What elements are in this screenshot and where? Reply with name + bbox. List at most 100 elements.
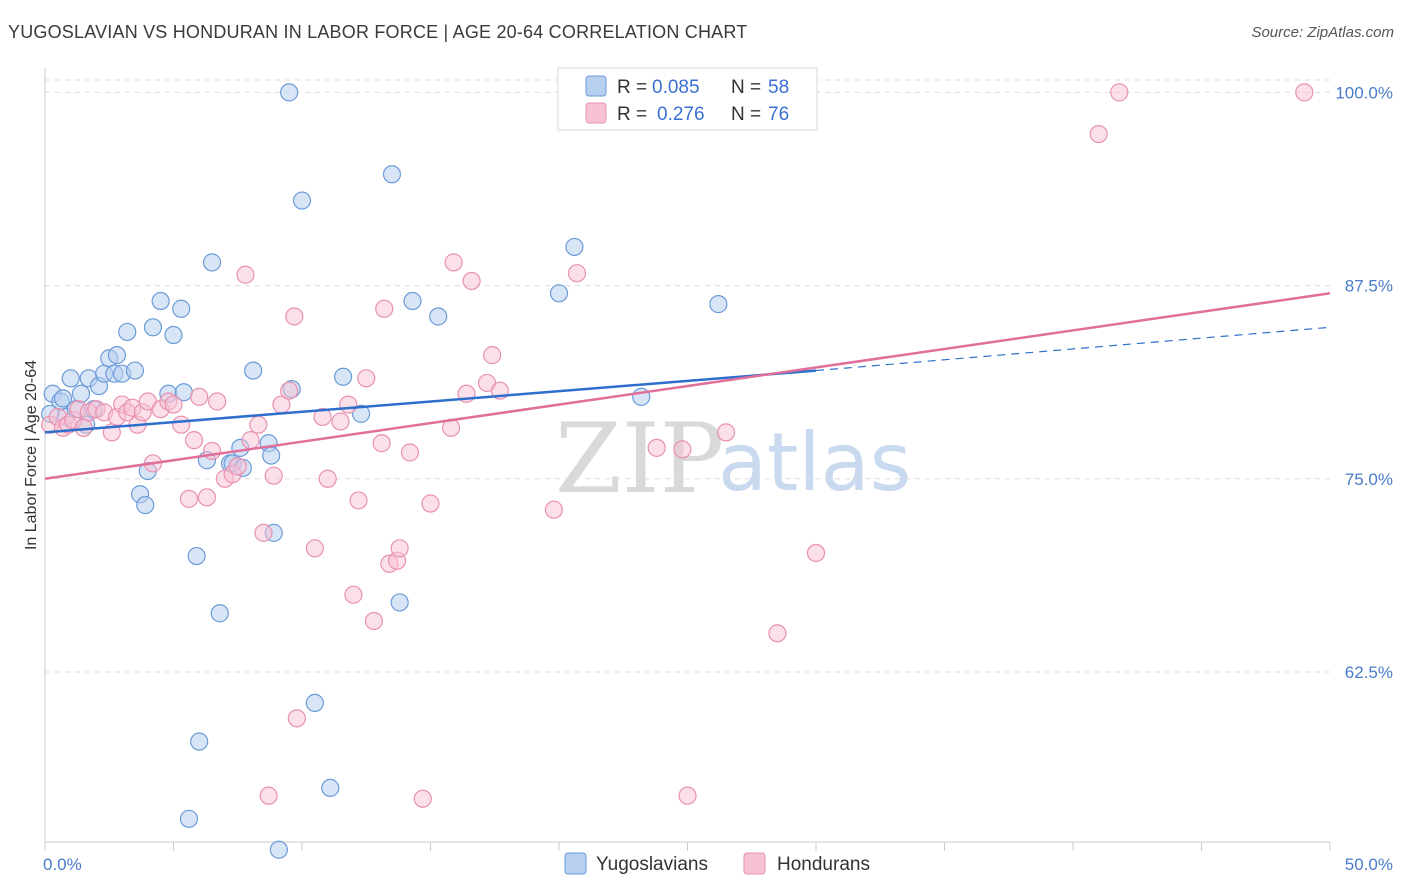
hondurans-point-44: [318, 469, 337, 488]
hondurans-point-51: [372, 434, 391, 453]
yugoslavians-point-14: [107, 346, 127, 365]
chart-title: YUGOSLAVIAN VS HONDURAN IN LABOR FORCE |…: [8, 22, 748, 42]
yugoslavians-trend-line: [44, 369, 817, 434]
hondurans-point-25: [190, 387, 209, 406]
hondurans-point-67: [567, 264, 587, 283]
yugoslavians-point-53: [549, 284, 569, 303]
yugoslavians-point-37: [244, 361, 263, 380]
y-tick-label-0: 62.5%: [1345, 663, 1393, 682]
hondurans-point-70: [678, 786, 697, 805]
hondurans-point-74: [1089, 124, 1108, 144]
hondurans-point-56: [400, 443, 420, 462]
legend-swatch-hondurans: [585, 102, 607, 124]
legend-n-label-hondurans: N =: [731, 104, 761, 125]
legend-r-value-hondurans: 0.276: [657, 104, 705, 125]
legend-n-value-yugoslavians: 58: [768, 77, 789, 98]
hondurans-point-46: [339, 395, 358, 414]
legend-r-label-hondurans: R =: [617, 104, 647, 125]
yugoslavians-trend-extension: [815, 326, 1331, 372]
trend-lines: [44, 292, 1331, 481]
yugoslavians-point-19: [136, 495, 155, 515]
hondurans-point-72: [768, 624, 787, 643]
yugoslavians-point-56: [709, 295, 728, 314]
x-tick-label-max: 50.0%: [1345, 855, 1393, 874]
legend-n-label-yugoslavians: N =: [731, 77, 761, 98]
axes: [44, 68, 1331, 851]
hondurans-point-27: [202, 441, 222, 461]
hondurans-point-50: [364, 611, 384, 631]
y-tick-label-1: 75.0%: [1345, 470, 1393, 489]
hondurans-point-57: [413, 789, 432, 808]
legend: R = 0.085 N = 58 R = 0.276 N = 76: [557, 67, 818, 131]
yugoslavians-point-32: [210, 604, 229, 623]
legend-n-value-hondurans: 76: [768, 104, 789, 125]
bottom-legend: Yugoslavians Hondurans: [564, 852, 870, 875]
hondurans-point-52: [375, 299, 394, 318]
bottom-legend-label-yugoslavians: Yugoslavians: [596, 854, 708, 875]
yugoslavians-point-46: [321, 778, 340, 798]
hondurans-point-42: [305, 539, 324, 558]
legend-r-label-yugoslavians: R =: [617, 77, 647, 98]
yugoslavians-point-31: [202, 253, 222, 272]
legend-swatch-yugoslavians: [585, 75, 607, 97]
hondurans-point-48: [349, 491, 368, 510]
bottom-legend-swatch-hondurans: [743, 852, 766, 875]
yugoslavians-point-51: [403, 291, 422, 311]
yugoslavians-point-43: [280, 83, 299, 102]
hondurans-point-26: [197, 488, 217, 507]
yugoslavians-point-17: [125, 361, 145, 380]
yugoslavians-point-39: [262, 446, 281, 465]
hondurans-point-22: [172, 415, 191, 434]
bottom-legend-swatch-yugoslavians: [564, 852, 587, 875]
hondurans-point-45: [331, 412, 350, 431]
yugoslavians-point-22: [151, 291, 170, 311]
hondurans-point-71: [716, 423, 736, 442]
yugoslavians-point-27: [187, 546, 206, 566]
legend-r-value-yugoslavians: 0.085: [652, 77, 700, 98]
hondurans-point-64: [483, 346, 502, 365]
yugoslavians-point-29: [179, 809, 199, 828]
hondurans-point-33: [241, 431, 260, 450]
yugoslavians-point-21: [143, 318, 163, 337]
hondurans-point-41: [287, 709, 306, 728]
x-tick-label-min: 0.0%: [43, 855, 82, 874]
tick-labels: 62.5% 75.0% 87.5% 100.0% 0.0% 50.0%: [43, 83, 1393, 874]
hondurans-point-68: [647, 438, 666, 457]
hondurans-point-69: [673, 440, 692, 459]
hondurans-point-21: [164, 395, 183, 414]
yugoslavians-point-48: [352, 404, 371, 423]
yugoslavians-point-44: [292, 191, 312, 210]
hondurans-point-43: [313, 407, 332, 427]
hondurans-point-58: [421, 494, 440, 513]
yugoslavians-point-16: [118, 322, 137, 342]
yugoslavians-point-54: [565, 237, 584, 257]
hondurans-trend-line: [44, 292, 1331, 481]
hondurans-point-66: [544, 500, 563, 519]
y-tick-label-3: 100.0%: [1335, 83, 1393, 102]
hondurans-point-55: [390, 539, 409, 558]
hondurans-point-31: [228, 457, 247, 476]
watermark: ZIP atlas: [555, 403, 911, 515]
hondurans-point-23: [179, 489, 199, 508]
yugoslavians-point-50: [390, 593, 409, 612]
yugoslavians-point-47: [334, 367, 353, 386]
yugoslavians-point-6: [71, 384, 91, 403]
hondurans-point-39: [280, 381, 299, 400]
yugoslavians-point-3: [53, 389, 73, 408]
y-axis-label: In Labor Force | Age 20-64: [23, 360, 40, 550]
hondurans-point-62: [462, 271, 481, 291]
hondurans-point-37: [264, 466, 283, 485]
series-hondurans-points: [41, 83, 1314, 808]
yugoslavians-point-25: [172, 299, 191, 318]
hondurans-point-35: [254, 523, 273, 542]
hondurans-point-36: [259, 786, 278, 805]
yugoslavians-point-45: [305, 693, 324, 712]
yugoslavians-point-28: [190, 732, 209, 751]
grid-lines: [45, 79, 1330, 673]
hondurans-point-47: [344, 585, 363, 604]
yugoslavians-point-49: [382, 165, 402, 184]
hondurans-point-75: [1110, 83, 1129, 102]
hondurans-point-28: [208, 392, 227, 411]
hondurans-point-32: [236, 265, 255, 284]
